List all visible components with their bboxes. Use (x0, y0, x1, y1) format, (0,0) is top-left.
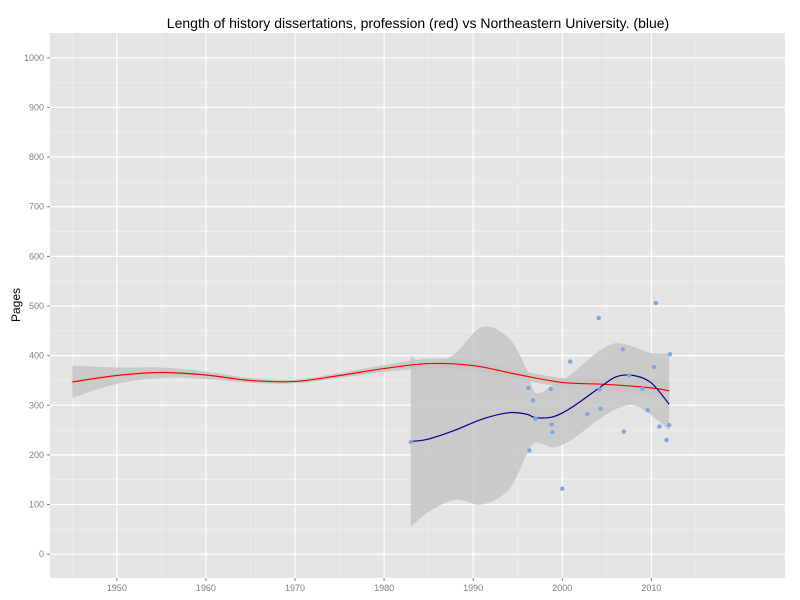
confidence-band-1 (410, 326, 670, 527)
data-point (550, 429, 555, 435)
y-tick-label: 200 (29, 450, 44, 460)
y-axis-ticks: 0 100 200 300 400 500 600 700 800 900 1000 (24, 53, 50, 559)
x-axis-ticks: 1950 1960 1970 1980 1990 2000 2010 (107, 578, 661, 593)
data-point (653, 300, 659, 306)
data-point (664, 437, 669, 443)
y-tick-label: 500 (29, 301, 44, 311)
data-point (667, 351, 673, 357)
data-point (626, 373, 632, 378)
data-point (651, 364, 657, 370)
data-point (549, 422, 554, 427)
smooth-line-1 (410, 374, 670, 443)
x-tick-label: 1980 (374, 583, 394, 593)
data-point (527, 448, 532, 453)
data-point (620, 346, 626, 352)
y-tick-label: 800 (29, 152, 44, 162)
x-tick-label: 1990 (463, 583, 483, 593)
y-tick-label: 1000 (24, 53, 44, 63)
smooth-lines (72, 362, 670, 443)
y-tick-label: 700 (29, 202, 44, 212)
x-tick-label: 2010 (641, 583, 661, 593)
data-point (408, 439, 414, 445)
data-point (533, 416, 538, 421)
data-point (598, 406, 603, 411)
chart-title: Length of history dissertations, profess… (167, 15, 669, 31)
data-points (408, 300, 673, 491)
confidence-band-0 (72, 358, 670, 401)
data-point (666, 422, 672, 428)
data-point (640, 386, 645, 392)
data-point (597, 387, 602, 392)
data-point (596, 315, 601, 321)
data-point (585, 412, 590, 417)
data-point (530, 398, 536, 403)
data-point (568, 359, 573, 364)
confidence-ribbons (72, 326, 670, 527)
y-tick-label: 600 (29, 251, 44, 261)
x-tick-label: 1970 (285, 583, 305, 593)
data-point (621, 429, 626, 434)
x-tick-label: 1960 (196, 583, 216, 593)
x-tick-label: 2000 (552, 583, 572, 593)
data-point (645, 408, 650, 413)
y-tick-label: 100 (29, 500, 44, 510)
y-tick-label: 0 (39, 549, 44, 559)
x-tick-label: 1950 (107, 583, 127, 593)
data-point (526, 385, 531, 391)
data-point (548, 386, 553, 392)
smooth-line-0 (72, 362, 670, 392)
y-tick-label: 400 (29, 351, 44, 361)
data-point (560, 486, 565, 491)
y-tick-label: 300 (29, 400, 44, 410)
y-axis-label: Pages (9, 288, 23, 322)
y-tick-label: 900 (29, 102, 44, 112)
data-point (657, 424, 662, 429)
